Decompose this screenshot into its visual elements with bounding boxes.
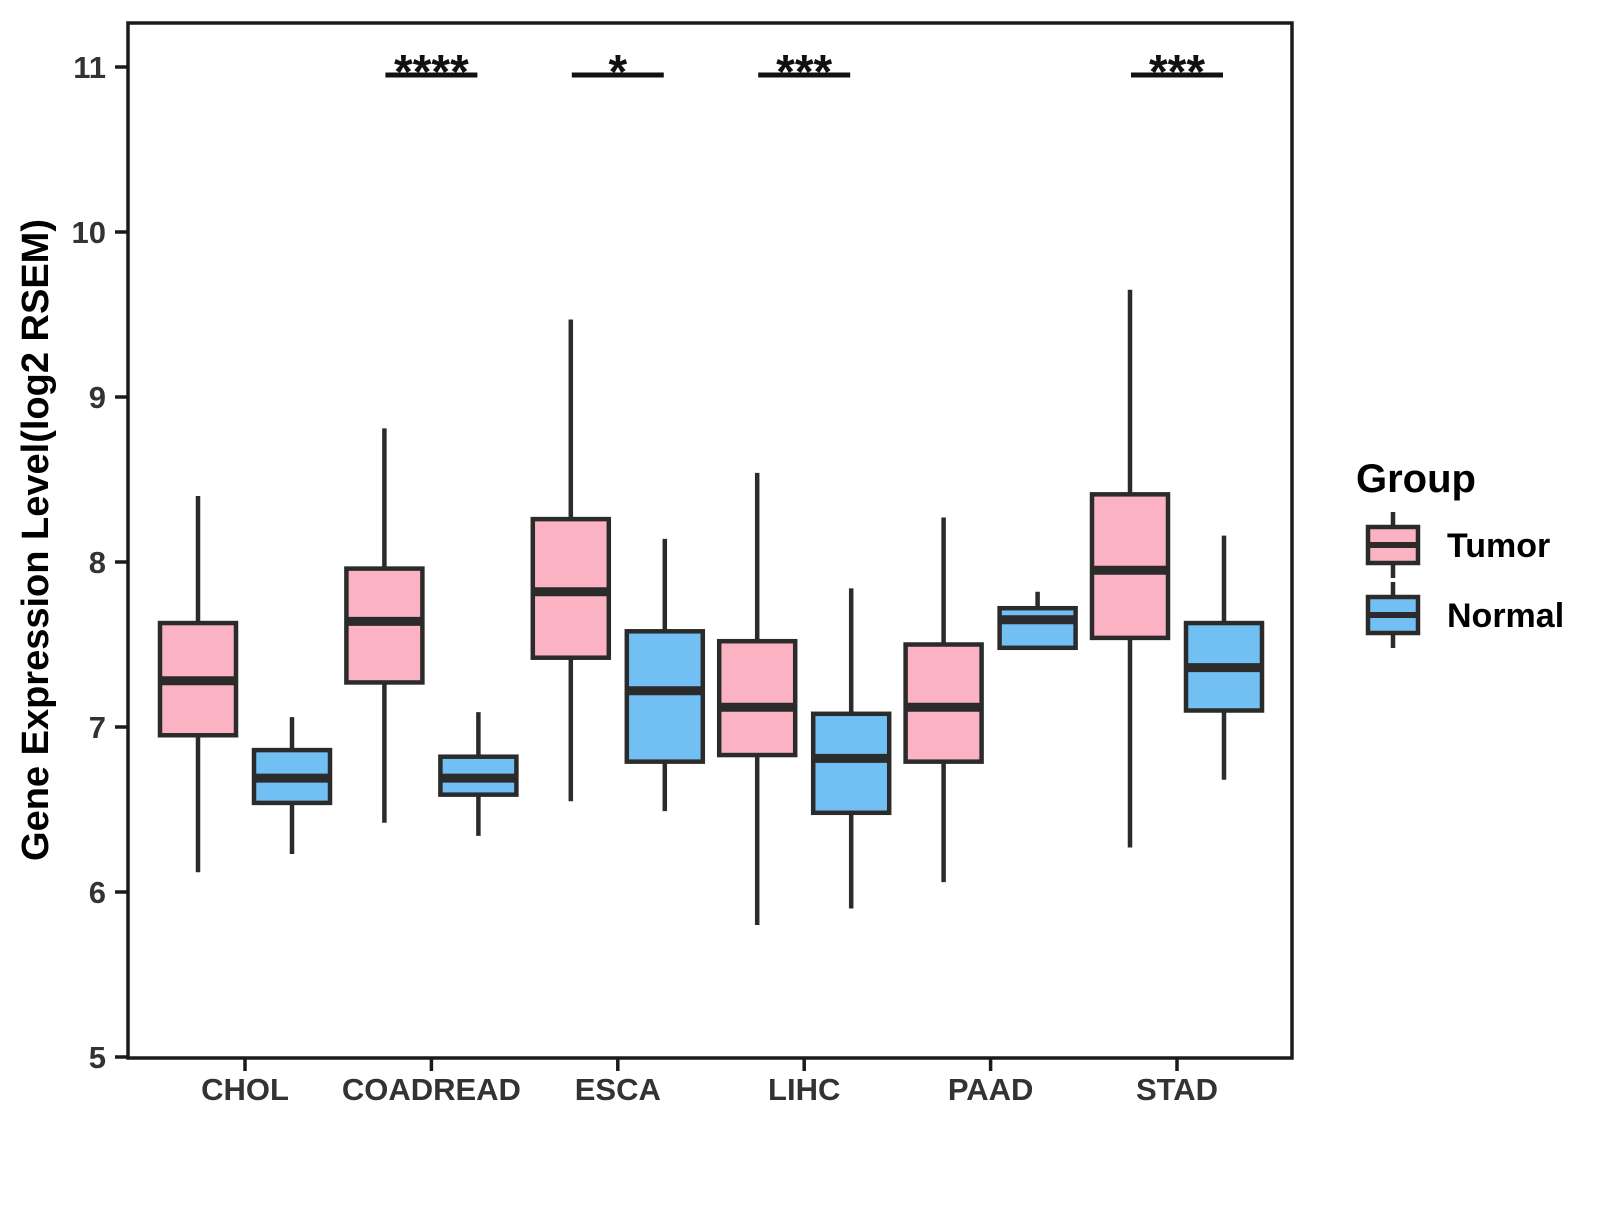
y-tick-label: 7 bbox=[89, 710, 106, 745]
significance-STAD: *** bbox=[1131, 46, 1223, 99]
y-tick-label: 8 bbox=[89, 545, 106, 580]
x-category-label: CHOL bbox=[201, 1072, 289, 1107]
x-category-label: LIHC bbox=[768, 1072, 840, 1107]
y-tick-label: 6 bbox=[89, 875, 106, 910]
significance-stars: **** bbox=[394, 46, 469, 99]
y-tick-label: 11 bbox=[73, 50, 106, 85]
significance-ESCA: * bbox=[571, 46, 664, 99]
iqr-box bbox=[810, 711, 892, 816]
significance-COADREAD: **** bbox=[385, 46, 478, 99]
y-tick-label: 9 bbox=[89, 380, 106, 415]
legend-entry-normal: Normal bbox=[1365, 582, 1564, 648]
box-STAD-Tumor bbox=[1089, 289, 1171, 848]
significance-stars: *** bbox=[1149, 46, 1205, 99]
box-CHOL-Normal bbox=[251, 717, 333, 855]
box-COADREAD-Normal bbox=[438, 712, 519, 836]
box-CHOL-Tumor bbox=[157, 496, 239, 873]
box-COADREAD-Tumor bbox=[344, 428, 425, 823]
box-ESCA-Normal bbox=[624, 538, 706, 812]
significance-stars: *** bbox=[776, 46, 832, 99]
iqr-box bbox=[997, 605, 1078, 651]
y-tick-label: 5 bbox=[89, 1040, 106, 1075]
iqr-box bbox=[624, 629, 706, 764]
plot-panel-border bbox=[126, 21, 1294, 1060]
x-category-label: COADREAD bbox=[342, 1072, 521, 1107]
x-category-label: PAAD bbox=[948, 1072, 1034, 1107]
legend: Group Tumor Normal bbox=[1356, 457, 1564, 648]
box-ESCA-Tumor bbox=[530, 319, 612, 802]
significance-LIHC: *** bbox=[758, 46, 851, 99]
y-tick-label: 10 bbox=[72, 215, 106, 250]
x-category-label: ESCA bbox=[575, 1072, 661, 1107]
box-LIHC-Tumor bbox=[716, 472, 798, 925]
iqr-box bbox=[716, 638, 798, 758]
box-PAAD-Normal bbox=[997, 591, 1078, 651]
legend-label: Normal bbox=[1447, 597, 1564, 635]
box-PAAD-Tumor bbox=[903, 517, 984, 883]
box-STAD-Normal bbox=[1183, 535, 1265, 780]
legend-label: Tumor bbox=[1447, 527, 1550, 565]
legend-entry-tumor: Tumor bbox=[1365, 512, 1550, 578]
x-category-label: STAD bbox=[1136, 1072, 1218, 1107]
legend-title: Group bbox=[1356, 457, 1476, 501]
y-axis-title: Gene Expression Level(log2 RSEM) bbox=[15, 219, 57, 861]
box-LIHC-Normal bbox=[810, 588, 892, 909]
significance-stars: * bbox=[608, 46, 627, 99]
